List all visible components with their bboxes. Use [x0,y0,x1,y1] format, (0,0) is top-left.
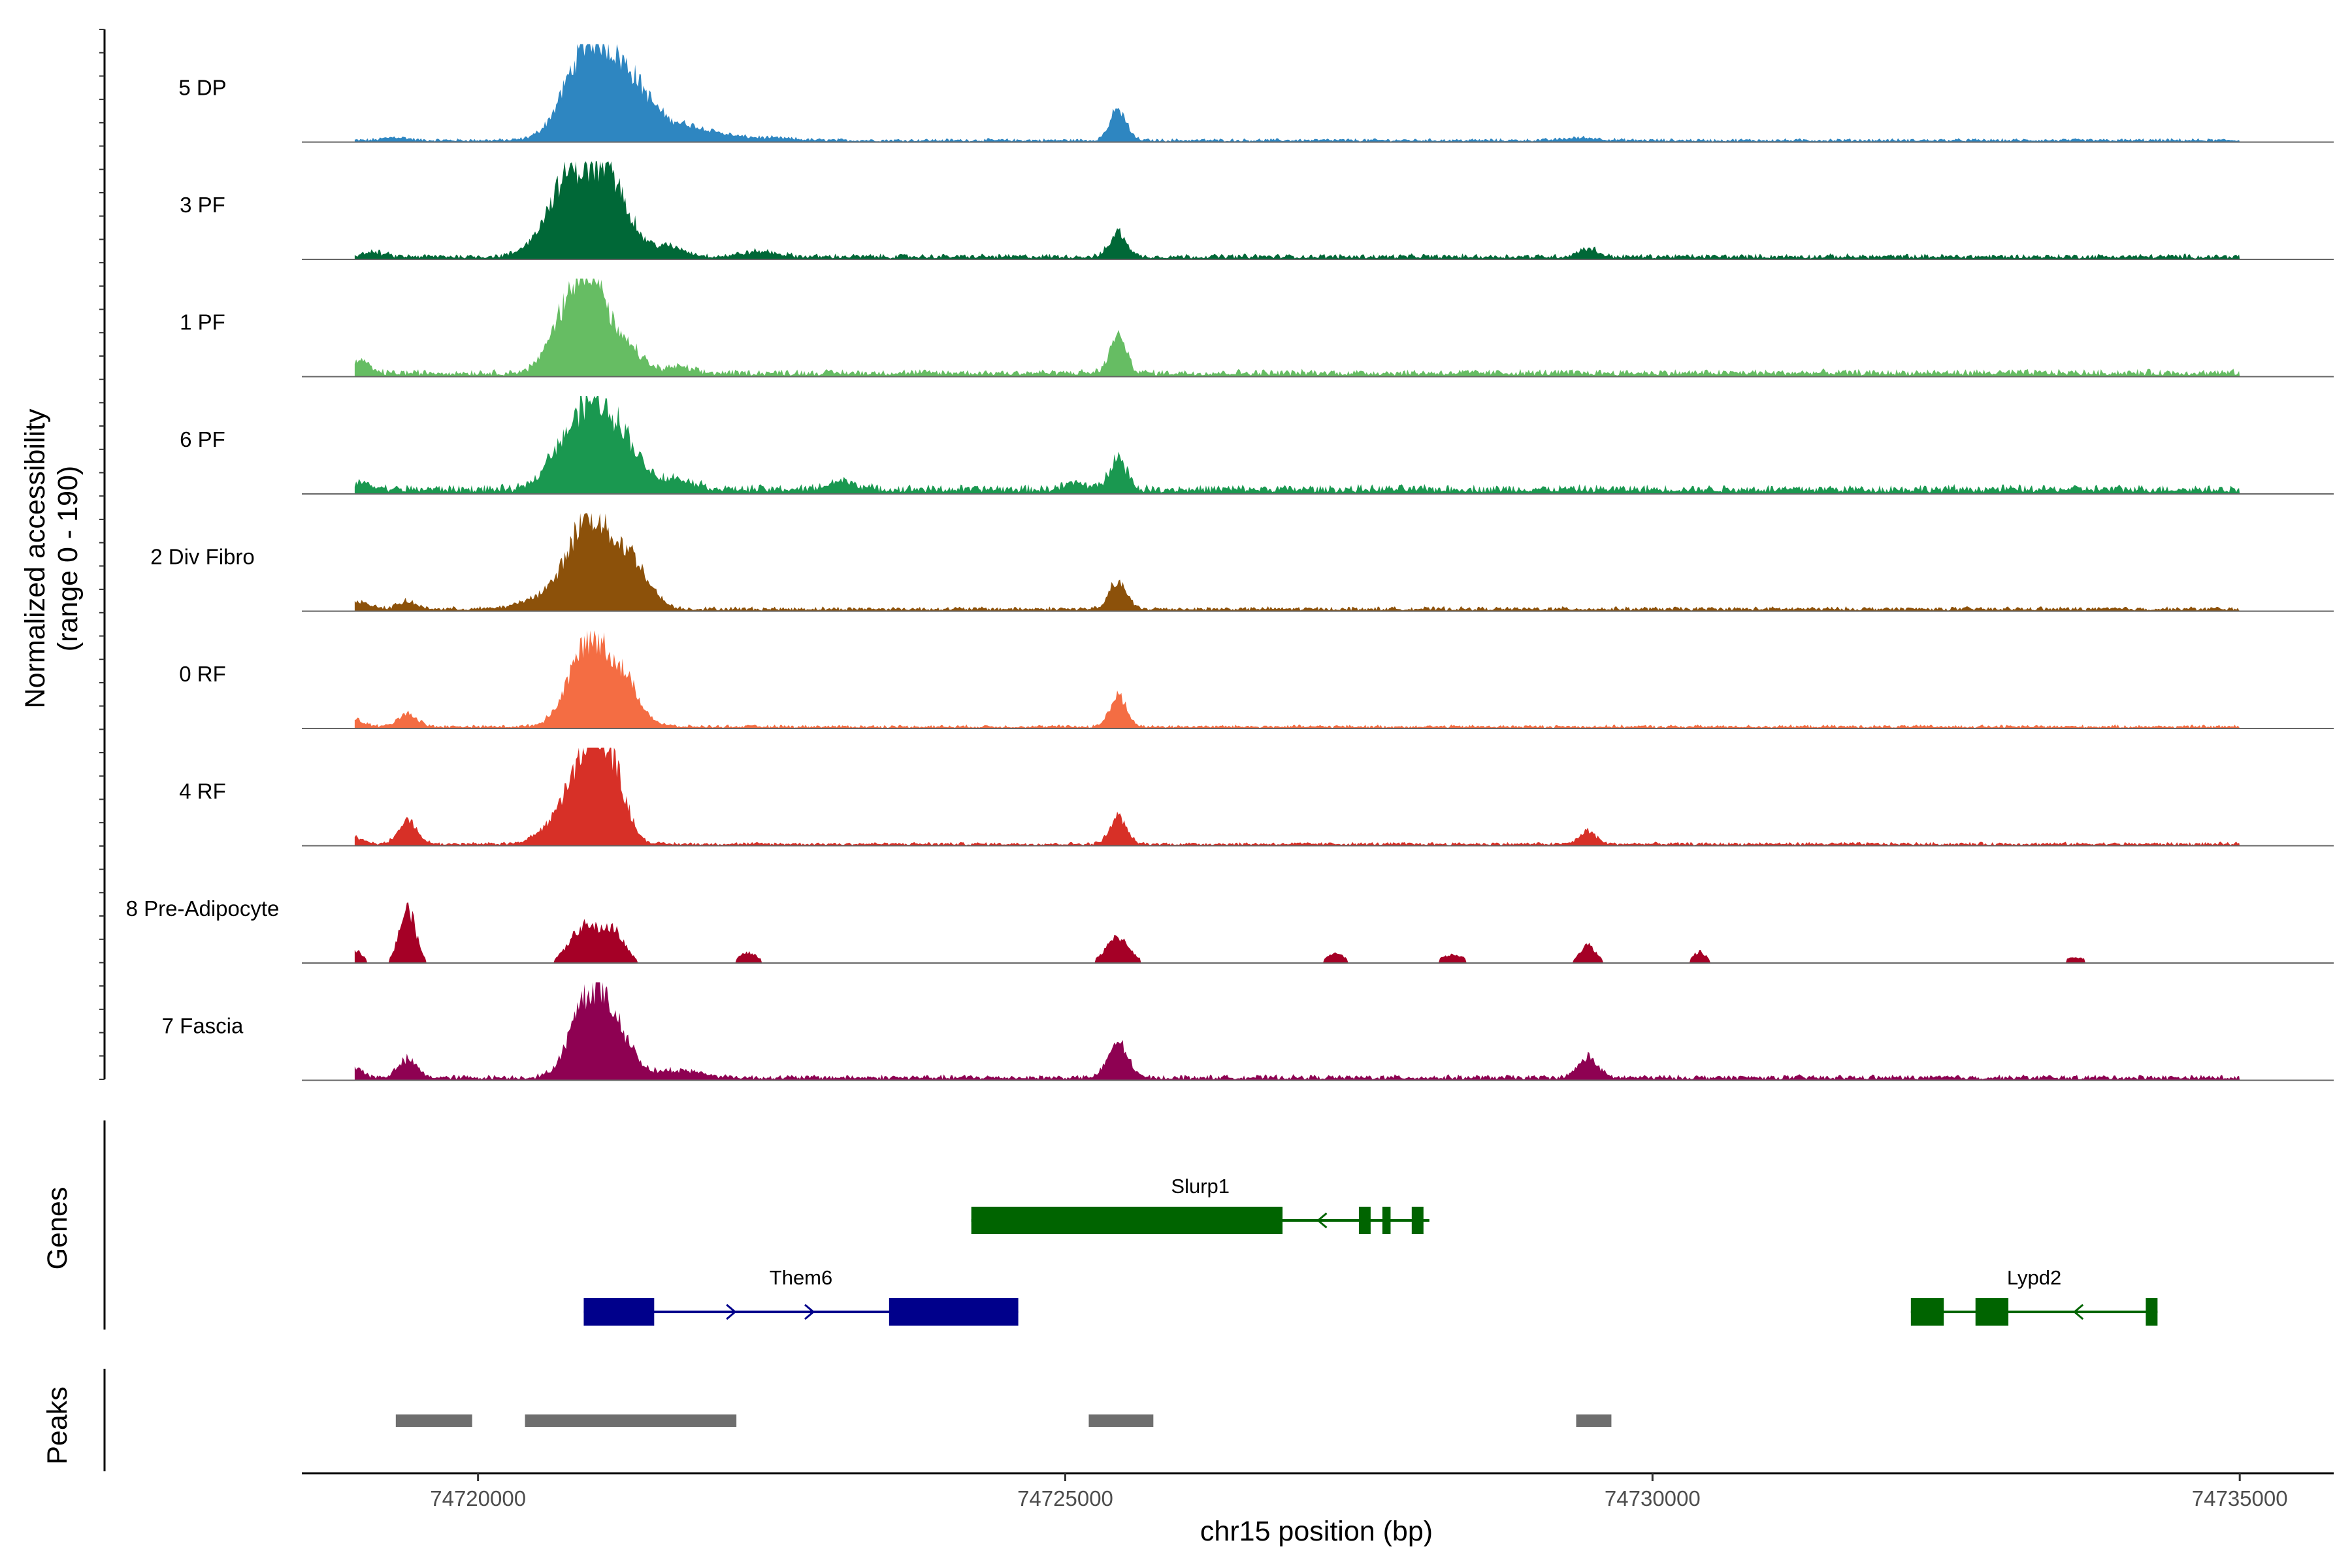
coverage-area [354,278,2240,377]
gene-exon [1382,1207,1391,1234]
coverage-area [354,513,2240,612]
track-label: 4 RF [179,779,226,804]
peak-bar [525,1414,737,1427]
track-label: 6 PF [180,427,225,451]
gene-exon [1358,1207,1371,1234]
x-tick-label: 74720000 [430,1486,526,1511]
gene-model: Them6 [583,1266,1019,1326]
gene-exon [1975,1298,2009,1326]
peaks-panel [103,1369,1612,1471]
peaks-panel-label: Peaks [42,1386,73,1465]
track-label: 8 Pre-Adipocyte [126,896,280,921]
strand-arrow [1316,1212,1328,1229]
coverage-area [354,161,2240,259]
track-label: 1 PF [180,310,225,335]
x-tick-label: 74725000 [1017,1486,1113,1511]
track-label: 3 PF [180,193,225,217]
gene-label: Slurp1 [1171,1175,1230,1198]
gene-exon [583,1298,655,1326]
coverage-track: 2 Div Fibro [150,513,2334,612]
coverage-track: 7 Fascia [162,982,2334,1081]
coverage-track: 0 RF [179,630,2334,729]
strand-arrow [2072,1303,2084,1320]
gene-exon [2146,1298,2158,1326]
coverage-area [354,747,2240,846]
x-tick-label: 74730000 [1605,1486,1701,1511]
track-label: 0 RF [179,662,226,686]
coverage-area [354,396,2240,494]
genes-panel: Slurp1 Them6 Lypd2 [103,1120,2158,1330]
coverage-track: 6 PF [180,396,2334,495]
track-label: 2 Div Fibro [150,545,255,569]
gene-exon [1910,1298,1944,1326]
gene-model: Slurp1 [971,1175,1429,1234]
gene-label: Lypd2 [2007,1266,2061,1289]
y-axis-title-line2: (range 0 - 190) [52,466,84,651]
coverage-area [354,44,2240,142]
coverage-track: 3 PF [180,161,2334,260]
peak-bar [1088,1414,1154,1427]
track-label: 7 Fascia [162,1014,244,1038]
strand-arrow [804,1303,815,1320]
coverage-track: 4 RF [179,747,2334,847]
x-axis-title: chr15 position (bp) [1200,1516,1433,1547]
y-axis-title-line1: Normalized accessibility [20,408,51,708]
gene-exon [1411,1207,1424,1234]
strand-arrow [726,1303,737,1320]
track-label: 5 DP [178,76,226,100]
gene-exon [971,1207,1283,1234]
coverage-track: 5 DP [178,44,2334,143]
peak-bar [1576,1414,1612,1427]
coverage-tracks: 5 DP 3 PF 1 PF 6 PF 2 Div Fibro 0 RF 4 RF 8 Pre… [126,44,2334,1081]
gene-model: Lypd2 [1910,1266,2158,1326]
coverage-y-axis [99,29,106,1080]
coverage-track: 1 PF [180,278,2334,378]
coverage-area [354,630,2240,728]
coverage-area [354,902,2240,963]
x-axis: 74720000 74725000 74730000 74735000 [302,1472,2334,1511]
coverage-track: 8 Pre-Adipocyte [126,896,2334,964]
peak-bar [395,1414,472,1427]
gene-label: Them6 [770,1266,832,1289]
x-tick-label: 74735000 [2192,1486,2288,1511]
coverage-area [354,982,2240,1081]
gene-exon [889,1298,1019,1326]
genes-panel-label: Genes [42,1187,73,1270]
